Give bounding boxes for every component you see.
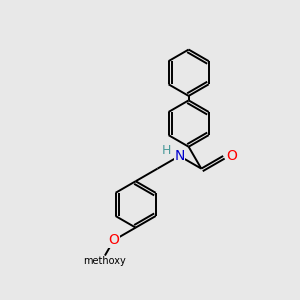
Text: O: O: [108, 233, 119, 247]
Text: methoxy: methoxy: [83, 256, 126, 266]
Text: H: H: [162, 144, 172, 157]
Text: O: O: [227, 149, 238, 163]
Text: N: N: [174, 149, 184, 163]
